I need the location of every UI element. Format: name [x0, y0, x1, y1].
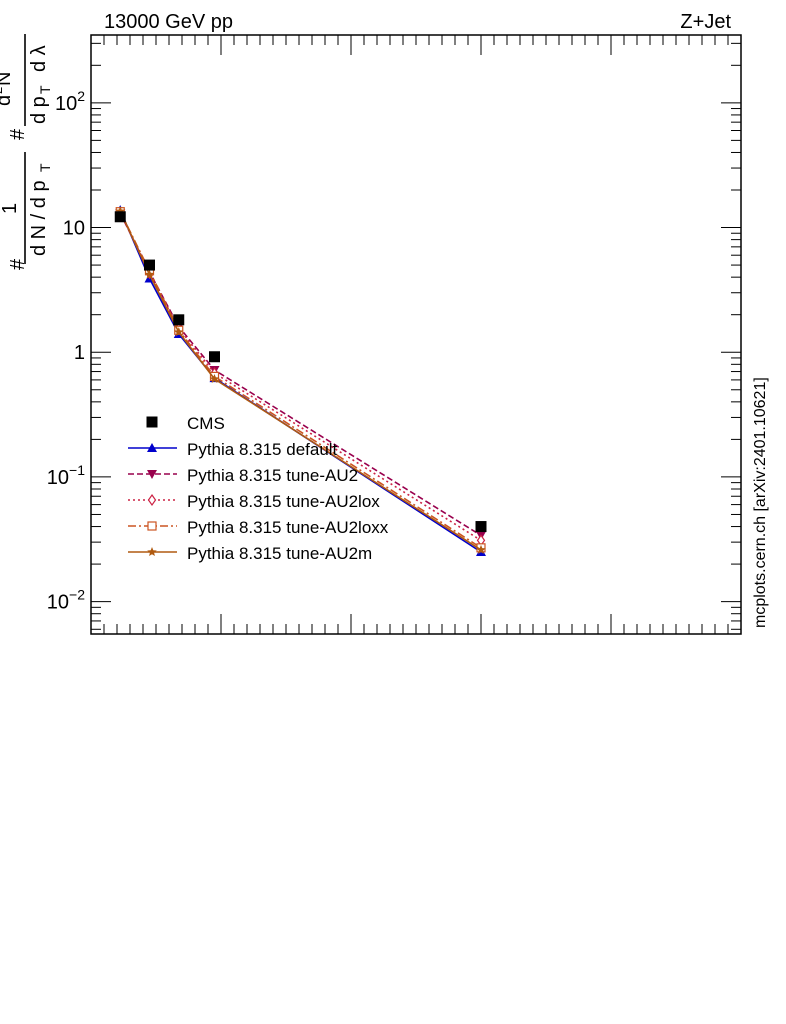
svg-text:T: T [37, 163, 53, 172]
legend-item: Pythia 8.315 tune-AU2m [128, 544, 372, 563]
y-tick-label: 1 [74, 342, 85, 364]
marker-square [173, 314, 185, 326]
svg-text:T: T [37, 85, 53, 94]
legend-item: Pythia 8.315 tune-AU2 [128, 466, 358, 485]
legend: CMS Pythia 8.315 default Pythia 8.315 tune… [128, 414, 389, 563]
marker-square [209, 351, 220, 363]
marker-square [144, 259, 155, 271]
legend-item: CMS [146, 414, 225, 433]
svg-text:#: # [7, 258, 29, 270]
watermark: mcplots.cern.ch [arXiv:2401.10621] [752, 377, 769, 628]
legend-item: Pythia 8.315 tune-AU2lox [128, 492, 380, 511]
marker-star [144, 269, 155, 279]
svg-text:d p: d p [28, 96, 50, 124]
legend-label: Pythia 8.315 tune-AU2loxx [187, 518, 389, 537]
marker-square-open [147, 521, 157, 531]
marker-square [146, 416, 158, 428]
y-axis-ticks [91, 35, 741, 634]
y-axis-label: # 1 d N / d p T # d 2 N d p T d λ [0, 34, 53, 270]
marker-square [114, 211, 126, 223]
legend-label: Pythia 8.315 tune-AU2lox [187, 492, 380, 511]
svg-text:#: # [7, 128, 29, 140]
plot-area: 10−2 10−1 1 10 102 [47, 34, 742, 635]
marker-star [174, 327, 184, 337]
y-tick-label: 10−2 [47, 587, 85, 614]
marker-star [476, 544, 486, 554]
svg-text:2: 2 [0, 87, 5, 94]
legend-label: CMS [187, 414, 225, 433]
header-right: Z+Jet [680, 11, 731, 33]
y-tick-label: 10 [63, 218, 85, 240]
svg-text:d λ: d λ [28, 45, 50, 72]
svg-text:1: 1 [0, 203, 21, 214]
marker-diamond-open [147, 493, 157, 507]
legend-label: Pythia 8.315 tune-AU2m [187, 544, 372, 563]
header-left: 13000 GeV pp [104, 11, 233, 33]
marker-triangle-up [147, 443, 157, 452]
marker-star [209, 374, 220, 383]
legend-item: Pythia 8.315 default [128, 440, 338, 459]
legend-item: Pythia 8.315 tune-AU2loxx [128, 518, 389, 537]
legend-label: Pythia 8.315 tune-AU2 [187, 466, 358, 485]
svg-text:d: d [0, 95, 15, 106]
svg-text:N: N [0, 72, 15, 86]
series-cms [114, 211, 487, 533]
series-line [119, 212, 482, 542]
y-tick-label: 102 [55, 88, 85, 115]
marker-star [147, 547, 157, 556]
svg-text:d N / d p: d N / d p [28, 180, 50, 256]
marker-square [475, 521, 487, 533]
legend-label: Pythia 8.315 default [187, 440, 338, 459]
marker-triangle-down [147, 470, 157, 479]
series-pythia-8-315-tune-au2 [115, 209, 486, 541]
y-tick-label: 10−1 [47, 462, 85, 489]
series-line [119, 212, 482, 537]
